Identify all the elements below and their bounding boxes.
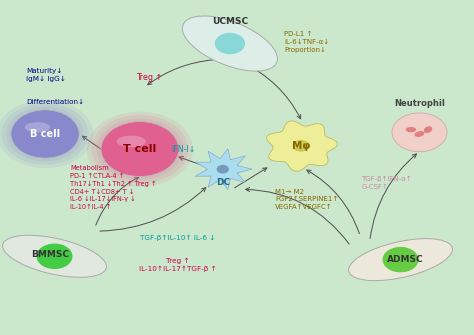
Ellipse shape xyxy=(392,113,447,152)
Text: PD-L1 ↑
IL-6↓TNF-α↓
Proportion↓: PD-L1 ↑ IL-6↓TNF-α↓ Proportion↓ xyxy=(284,31,329,53)
Ellipse shape xyxy=(101,122,179,177)
Ellipse shape xyxy=(6,107,84,161)
Ellipse shape xyxy=(0,100,93,168)
Text: Mφ: Mφ xyxy=(292,141,310,151)
Text: TGF-β↑IFN-α↑
G-CSF↑: TGF-β↑IFN-α↑ G-CSF↑ xyxy=(361,176,412,190)
Ellipse shape xyxy=(424,126,432,133)
Text: B cell: B cell xyxy=(30,129,60,139)
Text: M1→ M2
FGF2↑SERPINE1↑
VEGFA↑VEGFC↑: M1→ M2 FGF2↑SERPINE1↑ VEGFA↑VEGFC↑ xyxy=(275,189,338,210)
Ellipse shape xyxy=(1,103,89,165)
Text: Maturity↓
IgM↓ IgG↓: Maturity↓ IgM↓ IgG↓ xyxy=(26,68,66,82)
Ellipse shape xyxy=(2,235,107,277)
Ellipse shape xyxy=(348,239,453,281)
Ellipse shape xyxy=(87,112,193,187)
Ellipse shape xyxy=(292,140,310,152)
Text: BMMSC: BMMSC xyxy=(31,250,69,259)
Polygon shape xyxy=(267,121,337,171)
Text: ADMSC: ADMSC xyxy=(387,255,424,264)
Text: UCMSC: UCMSC xyxy=(212,17,248,26)
Ellipse shape xyxy=(117,136,146,147)
Ellipse shape xyxy=(217,165,229,174)
Polygon shape xyxy=(195,149,252,190)
Text: Metabolism
PD-1 ↑CTLA-4 ↑
Th17↓Th1 ↓Th2 ↑ Treg ↑
CD4+ T↓CD8+ T ↓
IL-6 ↓IL-17↓IFN: Metabolism PD-1 ↑CTLA-4 ↑ Th17↓Th1 ↓Th2 … xyxy=(70,165,156,210)
Ellipse shape xyxy=(182,16,277,71)
Text: TGF-β↑IL-10↑ IL-6 ↓: TGF-β↑IL-10↑ IL-6 ↓ xyxy=(140,235,216,241)
Ellipse shape xyxy=(383,247,419,272)
Ellipse shape xyxy=(406,127,416,132)
Text: T cell: T cell xyxy=(123,144,156,154)
Ellipse shape xyxy=(25,122,50,132)
Text: Treg ↑: Treg ↑ xyxy=(137,73,163,81)
Text: Differentiation↓: Differentiation↓ xyxy=(26,99,84,105)
Text: DC: DC xyxy=(216,178,230,187)
Ellipse shape xyxy=(215,33,245,54)
Ellipse shape xyxy=(96,118,183,180)
Ellipse shape xyxy=(415,131,424,137)
Ellipse shape xyxy=(36,244,73,269)
Ellipse shape xyxy=(11,110,79,158)
Ellipse shape xyxy=(91,115,188,183)
Text: IFN-I↓: IFN-I↓ xyxy=(172,145,196,153)
Text: Neutrophil: Neutrophil xyxy=(394,99,445,108)
Text: Treg ↑
IL-10↑IL-17↑TGF-β ↑: Treg ↑ IL-10↑IL-17↑TGF-β ↑ xyxy=(139,258,217,272)
